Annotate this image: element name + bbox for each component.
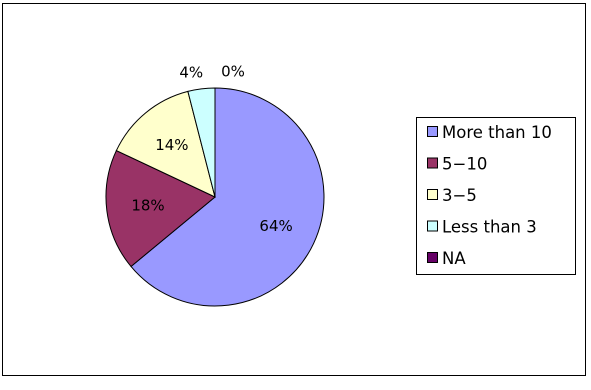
legend-box (416, 117, 576, 275)
legend-entry: Less than 3 (442, 218, 537, 237)
pie-slice-labels: 64% 18% 14% 4% 0% (131, 63, 292, 235)
legend-swatch (427, 220, 438, 232)
legend-swatch (427, 157, 438, 169)
legend-entry: More than 10 (442, 123, 552, 142)
legend-swatch (427, 126, 438, 137)
legend-entry: 3−5 (442, 186, 477, 205)
pie-slice-less-than-3 (187, 87, 216, 198)
legend: More than 10 5−10 3−5 Less than 3 NA (416, 117, 576, 275)
pie-slice-3-5 (115, 90, 216, 198)
slice-label: 64% (259, 217, 292, 235)
legend-entry: 5−10 (442, 155, 487, 174)
slice-label: 14% (155, 136, 188, 154)
pie-slice-5-10 (105, 149, 216, 268)
slice-label: 4% (179, 64, 203, 82)
pie-slices (105, 87, 325, 307)
legend-entry: NA (442, 249, 466, 268)
pie-slice-more-than-10 (130, 87, 325, 307)
slice-label: 0% (221, 63, 245, 81)
legend-swatch (427, 189, 438, 200)
legend-swatch (427, 252, 438, 263)
slice-label: 18% (131, 197, 164, 215)
